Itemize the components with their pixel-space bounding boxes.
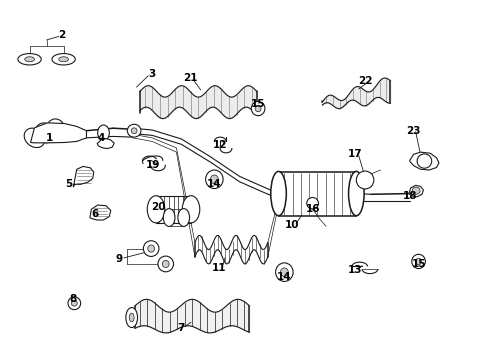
Ellipse shape xyxy=(255,105,261,112)
Polygon shape xyxy=(97,139,114,149)
Text: 11: 11 xyxy=(211,262,226,273)
Ellipse shape xyxy=(411,254,425,269)
Ellipse shape xyxy=(163,208,175,226)
Text: 20: 20 xyxy=(150,202,165,212)
Text: 12: 12 xyxy=(212,140,227,150)
Text: 4: 4 xyxy=(97,133,104,143)
Text: 7: 7 xyxy=(177,323,184,333)
Text: 6: 6 xyxy=(91,209,99,219)
Ellipse shape xyxy=(162,260,169,267)
Text: 2: 2 xyxy=(59,30,66,40)
Ellipse shape xyxy=(98,125,109,141)
Text: 21: 21 xyxy=(183,73,197,83)
Ellipse shape xyxy=(59,57,68,62)
Ellipse shape xyxy=(205,170,223,189)
Ellipse shape xyxy=(210,175,218,184)
Ellipse shape xyxy=(35,123,55,143)
Ellipse shape xyxy=(47,119,64,138)
Ellipse shape xyxy=(270,171,286,216)
Text: 1: 1 xyxy=(45,133,53,143)
Polygon shape xyxy=(409,152,438,170)
Text: 15: 15 xyxy=(250,99,264,109)
Text: 17: 17 xyxy=(347,149,362,159)
Text: 13: 13 xyxy=(347,265,362,275)
Text: 5: 5 xyxy=(65,179,72,189)
Ellipse shape xyxy=(147,196,164,223)
Ellipse shape xyxy=(125,307,137,328)
Ellipse shape xyxy=(143,241,159,256)
Ellipse shape xyxy=(129,313,134,322)
Ellipse shape xyxy=(415,258,421,265)
Ellipse shape xyxy=(306,198,318,209)
Text: 3: 3 xyxy=(148,68,155,78)
Text: 15: 15 xyxy=(410,259,425,269)
Ellipse shape xyxy=(411,187,419,194)
Ellipse shape xyxy=(52,54,75,65)
Ellipse shape xyxy=(147,245,154,252)
Polygon shape xyxy=(73,166,94,187)
Ellipse shape xyxy=(416,154,431,168)
Text: 19: 19 xyxy=(145,160,160,170)
FancyBboxPatch shape xyxy=(278,172,356,216)
Polygon shape xyxy=(30,123,86,143)
Text: 23: 23 xyxy=(406,126,420,136)
Text: 8: 8 xyxy=(70,294,77,303)
Ellipse shape xyxy=(348,171,364,216)
Text: 22: 22 xyxy=(357,76,371,86)
Ellipse shape xyxy=(18,54,41,65)
Ellipse shape xyxy=(25,57,34,62)
Polygon shape xyxy=(408,185,423,197)
Text: 14: 14 xyxy=(206,179,221,189)
Ellipse shape xyxy=(158,256,173,272)
Ellipse shape xyxy=(251,102,264,116)
Ellipse shape xyxy=(24,128,44,148)
Polygon shape xyxy=(90,205,111,220)
Text: 16: 16 xyxy=(305,204,319,214)
Ellipse shape xyxy=(178,208,189,226)
Text: 10: 10 xyxy=(285,220,299,230)
Ellipse shape xyxy=(131,128,137,134)
Ellipse shape xyxy=(127,124,141,137)
Ellipse shape xyxy=(275,263,292,282)
Ellipse shape xyxy=(280,268,287,276)
Ellipse shape xyxy=(356,171,373,189)
Text: 9: 9 xyxy=(116,254,123,264)
Text: 14: 14 xyxy=(277,272,291,282)
Ellipse shape xyxy=(71,300,77,306)
Text: 18: 18 xyxy=(402,191,416,201)
Ellipse shape xyxy=(182,196,200,223)
Ellipse shape xyxy=(68,297,81,310)
